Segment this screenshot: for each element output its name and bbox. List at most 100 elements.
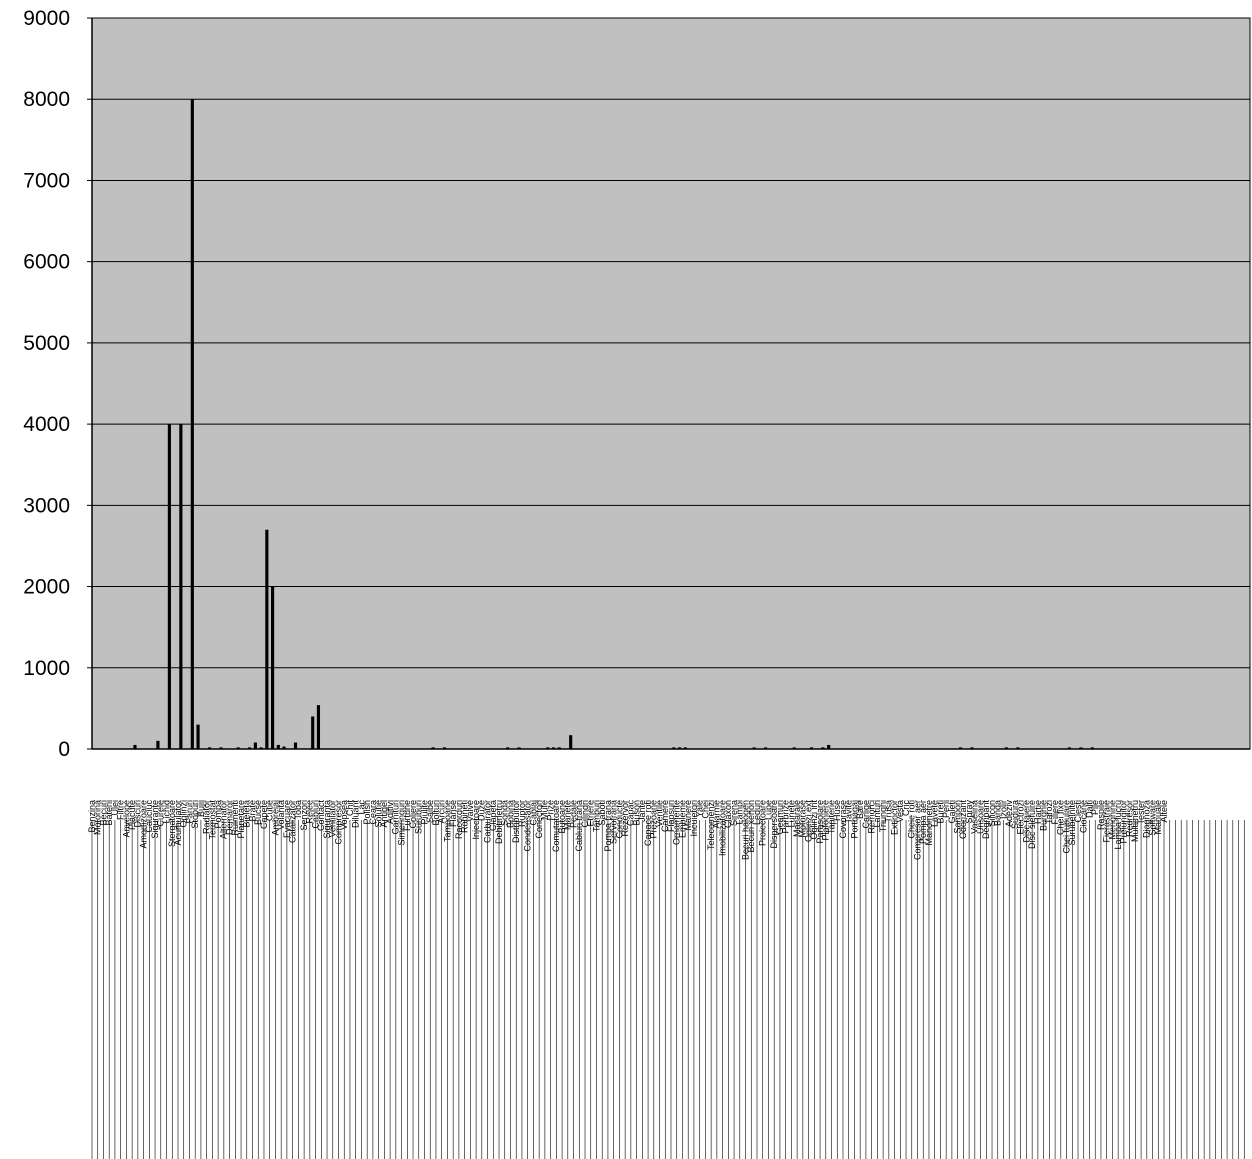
bar [265,529,269,749]
x-tick-label: Geamuri [775,800,785,835]
x-tick-label: Lupe [763,800,773,820]
bar [1004,747,1008,749]
x-tick-label: Extinctor [889,800,899,835]
bar [958,747,963,749]
x-tick-label: Ulei [110,800,120,816]
x-tick-label: Flanse [448,800,458,827]
x-tick-label: Toba [293,800,303,820]
x-tick-label: Antigel [379,800,389,828]
x-tick-label: Manere [683,800,693,831]
x-tick-label: Covorase [838,800,848,839]
x-tick-label: Dalti [1084,800,1094,818]
x-tick-label: Cabluri [310,800,320,829]
x-tick-label: Tarozi [1044,800,1054,824]
x-tick-label: Manuale [1153,800,1163,835]
x-tick-label: Unsoare [975,800,985,834]
bar [809,747,814,749]
bar [179,424,183,749]
x-tick-label: Diluant [351,800,361,829]
bar [219,747,223,749]
x-tick-label: Rulmenti [230,800,240,836]
x-tick-label: Capete [259,800,269,829]
x-tick-label: Bare [855,800,865,819]
x-tick-label: Motorina [93,800,103,835]
x-tick-label: Radiator [202,800,212,834]
x-tick-label: Ventile [654,800,664,827]
x-tick-label: Bureti [935,800,945,824]
x-tick-label: Polish [362,800,372,825]
x-tick-label: Discuri [133,800,143,828]
x-tick-label: Ambreiaj [270,800,280,836]
x-tick-label: Lac [356,800,366,815]
x-tick-label: Sudura [1010,800,1020,829]
x-tick-label: Capac [626,800,636,827]
y-axis-tick-labels: 0 1000 2000 3000 4000 5000 6000 7000 8000 9000 [23,7,92,761]
x-tick-label: Ciocane [1079,800,1089,833]
x-tick-label: Lichid [161,800,171,824]
x-tick-label: Jante [637,800,647,822]
x-tick-label: Claxon [723,800,733,828]
x-tick-label: Carlige [861,800,871,829]
x-tick-label: Mufe [540,800,550,820]
bar [442,747,447,749]
bar [133,744,137,749]
x-tick-label: Sigurante [150,800,160,839]
x-tick-label: Stopuri [190,800,200,829]
x-tick-label: Cheie roti [907,800,917,839]
x-tick-label: Ruptor [517,800,527,827]
x-tick-label: Electrozi [1016,800,1026,835]
x-tick-label: Diagnoza [1142,800,1152,838]
x-tick-label: Raspile [1096,800,1106,830]
x-tick-label: Coliere [408,800,418,829]
x-tick-label: Tester [1136,800,1146,825]
x-tick-label: Injectoare [471,800,481,840]
y-tick-label: 9000 [23,7,70,30]
x-tick-label: Burghie [1038,800,1048,831]
x-tick-label: Cric [901,800,911,816]
x-tick-label: Saboti [597,800,607,826]
bar [207,747,212,749]
x-tick-label: Sampon [953,800,963,834]
y-tick-label: 2000 [23,576,70,599]
x-tick-label: Robineti [459,800,469,833]
x-tick-label: Yale [695,800,705,817]
x-tick-label: Incuietori [689,800,699,837]
x-tick-label: Alternator [219,800,229,839]
x-tick-label: Planetare [236,800,246,839]
x-tick-label: Contact [316,800,326,832]
x-tick-label: Sonda [500,800,510,826]
bar [271,586,275,749]
y-tick-label: 4000 [23,413,70,436]
bar [1067,747,1071,749]
x-tick-label: Oglinzi int [809,800,819,840]
x-tick-label: Leduri [752,800,762,825]
bar [276,744,280,749]
x-tick-label: Curele [156,800,166,827]
y-tick-label: 8000 [23,88,70,111]
x-tick-label: Lanturi [872,800,882,828]
bar [551,747,556,749]
x-tick-label: Bucse [253,800,263,825]
x-tick-label: Redresor [1124,800,1134,837]
bar [167,424,171,749]
x-tick-label: Racorduri [454,800,464,839]
x-tick-label: Huse [832,800,842,821]
x-tick-label: Alarme [712,800,722,829]
bar [282,746,286,749]
x-tick-label: Lampi [735,800,745,825]
x-tick-label: Placute [127,800,137,830]
bar [827,744,831,749]
x-tick-label: Garnituri [391,800,401,835]
bar [506,747,510,749]
x-tick-label: Menghine [1107,800,1117,840]
bar [311,716,315,749]
x-tick-label: Clapeta [488,800,498,831]
y-tick-label: 5000 [23,332,70,355]
bar [156,740,160,749]
x-tick-label: Motorase [798,800,808,838]
x-tick-label: Banda [993,800,1003,826]
x-tick-label: Rezervor [620,800,630,837]
bar [557,747,561,749]
x-tick-label: Aditivi [385,800,395,824]
x-tick-label: Bolturi [431,800,441,826]
